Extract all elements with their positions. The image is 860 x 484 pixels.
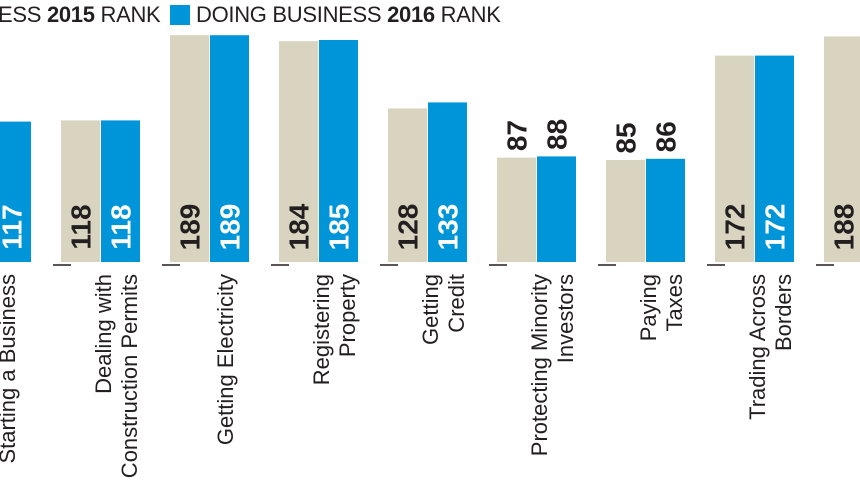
bar-2015 bbox=[606, 160, 645, 262]
category-label: Getting Electricity bbox=[213, 274, 238, 445]
bar-2016 bbox=[101, 120, 140, 263]
data-label-2015: 118 bbox=[66, 204, 97, 249]
category-label: Protecting Minority bbox=[527, 274, 552, 456]
data-label-2015: 87 bbox=[502, 120, 533, 151]
legend-item-2015: ESS 2015 RANK bbox=[0, 2, 161, 28]
bar-2015 bbox=[388, 108, 427, 263]
legend-item-2016: DOING BUSINESS 2016 RANK bbox=[170, 2, 501, 28]
bar-group: 117 Starting a Business bbox=[0, 121, 31, 464]
category-label: Credit bbox=[444, 274, 469, 333]
category-label: Trading Across bbox=[745, 274, 770, 420]
bar-2016 bbox=[0, 121, 31, 262]
bar-group: 188Enforcing Contracts bbox=[824, 36, 860, 263]
category-label: Registering bbox=[309, 274, 334, 385]
bar-2015 bbox=[715, 55, 754, 262]
legend-label-2016: DOING BUSINESS 2016 RANK bbox=[196, 2, 501, 27]
legend: ESS 2015 RANK DOING BUSINESS 2016 RANK bbox=[0, 0, 860, 30]
bar-2015 bbox=[279, 41, 318, 263]
data-label-2016: 118 bbox=[106, 204, 137, 249]
bar-2016 bbox=[755, 55, 794, 262]
category-label: Getting bbox=[418, 274, 443, 345]
bar-group: 172 172 Trading Across Borders bbox=[715, 55, 796, 420]
bar-group: 87 88 Protecting Minority Investors bbox=[497, 119, 578, 456]
data-label-2016: 189 bbox=[215, 204, 246, 251]
data-label-2015: 85 bbox=[611, 122, 642, 153]
bar-2016 bbox=[428, 102, 467, 263]
category-label: Borders bbox=[771, 274, 796, 351]
category-label: Construction Permits bbox=[117, 274, 142, 478]
data-label-2016: 185 bbox=[324, 204, 355, 251]
data-label-2015: 189 bbox=[175, 204, 206, 251]
category-label: Investors bbox=[553, 274, 578, 363]
data-label-2016: 133 bbox=[433, 204, 464, 251]
bar-group: 128 133 Getting Credit bbox=[388, 102, 469, 345]
bar-group: 118 118 Dealing with Construction Permits bbox=[61, 120, 142, 478]
data-label-2015: 128 bbox=[393, 204, 424, 251]
bar-2016 bbox=[537, 156, 576, 262]
data-label-2015: 172 bbox=[720, 204, 751, 251]
data-label-2016: 172 bbox=[760, 204, 791, 251]
category-label: Property bbox=[335, 274, 360, 357]
category-label: Dealing with bbox=[91, 274, 116, 394]
bar-2016 bbox=[210, 35, 249, 263]
data-label-2015: 184 bbox=[284, 203, 315, 250]
category-label: Starting a Business bbox=[0, 274, 20, 464]
category-label: Taxes bbox=[662, 274, 687, 331]
bar-2016 bbox=[646, 158, 685, 262]
data-label-2016: 86 bbox=[651, 121, 682, 152]
bar-2015 bbox=[824, 36, 860, 263]
bar-2015 bbox=[61, 120, 100, 263]
data-label-2016: 88 bbox=[542, 119, 573, 150]
bar-2015 bbox=[170, 35, 209, 263]
data-label-2015: 188 bbox=[829, 204, 860, 251]
bar-2015 bbox=[497, 157, 536, 262]
legend-swatch-2016 bbox=[170, 5, 190, 25]
legend-label-2015: ESS 2015 RANK bbox=[0, 2, 161, 27]
bar-group: 184 185 Registering Property bbox=[279, 40, 360, 385]
bar-group: 189 189 Getting Electricity bbox=[170, 35, 249, 445]
bar-2016 bbox=[319, 40, 358, 262]
data-label-2016: 117 bbox=[0, 204, 28, 249]
category-label: Paying bbox=[636, 274, 661, 341]
bar-group: 85 86 Paying Taxes bbox=[606, 121, 687, 341]
